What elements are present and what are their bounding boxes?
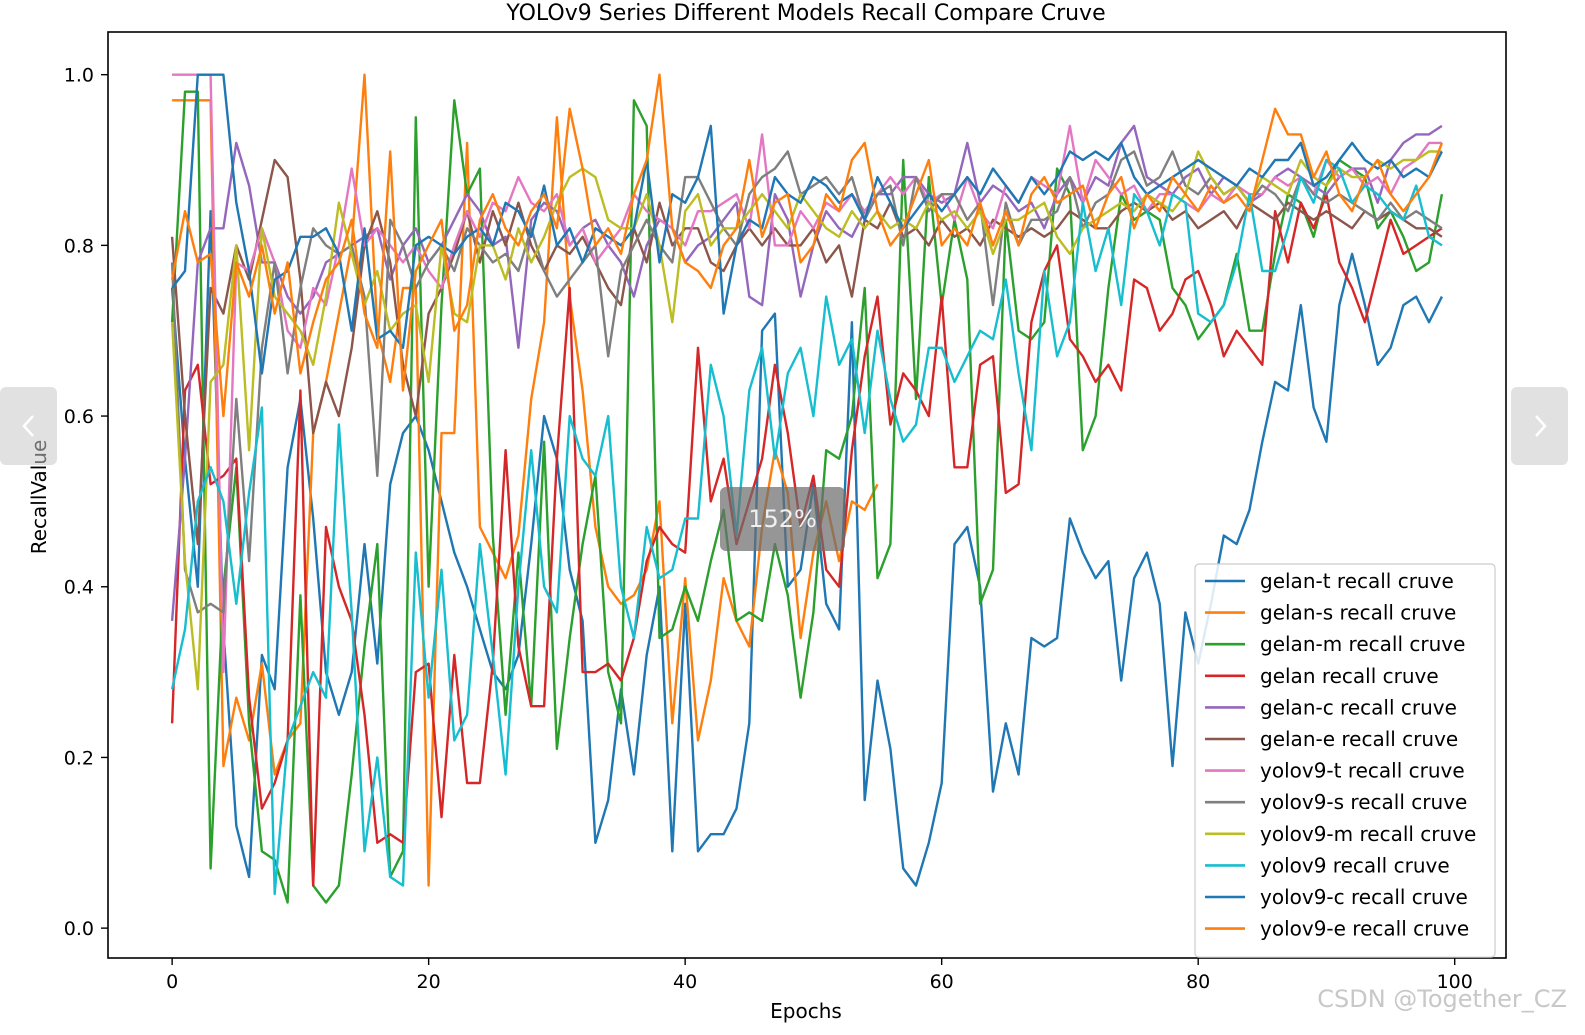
x-tick-label: 40 <box>673 971 697 993</box>
y-tick-label: 0.2 <box>64 747 94 769</box>
legend-entry-label: gelan-e recall cruve <box>1260 727 1458 751</box>
x-tick-label: 80 <box>1186 971 1210 993</box>
y-tick-label: 0.8 <box>64 235 94 257</box>
y-tick-label: 0.6 <box>64 406 94 428</box>
y-tick-label: 1.0 <box>64 65 94 87</box>
y-tick-label: 0.4 <box>64 577 94 599</box>
series-line-2 <box>170 90 1444 904</box>
legend-entry-label: gelan-m recall cruve <box>1260 632 1465 656</box>
legend: gelan-t recall cruve gelan-s recall cruve… <box>1194 563 1496 958</box>
x-tick-label: 60 <box>930 971 954 993</box>
axis-ticks: 0 20 40 60 80 100 0.0 0.2 0.4 0.6 0.8 1.0 <box>64 65 1473 993</box>
legend-entry-label: yolov9-c recall cruve <box>1260 885 1468 909</box>
legend-entry-label: yolov9 recall cruve <box>1260 853 1450 877</box>
next-image-button[interactable] <box>1511 387 1568 465</box>
legend-entry-label: gelan-c recall cruve <box>1260 695 1457 719</box>
legend-entry-label: yolov9-e recall cruve <box>1260 917 1469 941</box>
legend-entry-label: yolov9-s recall cruve <box>1260 790 1467 814</box>
watermark-text: CSDN @Together_CZ <box>1317 985 1567 1013</box>
zoom-level-badge: 152% <box>720 487 845 551</box>
series-line-8 <box>170 150 1442 691</box>
series-line-9 <box>170 158 1443 896</box>
x-axis-label: Epochs <box>770 999 842 1023</box>
legend-entry-label: gelan-s recall cruve <box>1260 601 1456 625</box>
x-tick-label: 0 <box>166 971 178 993</box>
chart-title: YOLOv9 Series Different Models Recall Co… <box>505 1 1105 26</box>
legend-entry-label: yolov9-t recall cruve <box>1260 759 1465 783</box>
plot-frame <box>107 31 1507 959</box>
legend-entry-label: yolov9-m recall cruve <box>1260 822 1476 846</box>
x-tick-label: 20 <box>417 971 441 993</box>
legend-box <box>1194 563 1496 958</box>
x-tick-label: 100 <box>1437 971 1473 993</box>
y-tick-label: 0.0 <box>64 918 94 940</box>
legend-entry-label: gelan-t recall cruve <box>1260 569 1454 593</box>
chevron-right-icon <box>1534 415 1547 437</box>
legend-entry-label: gelan recall cruve <box>1260 664 1439 688</box>
series-line-11 <box>170 73 1444 418</box>
chevron-left-icon <box>21 415 34 437</box>
series-line-10 <box>171 73 1443 375</box>
previous-image-button[interactable] <box>0 387 57 465</box>
